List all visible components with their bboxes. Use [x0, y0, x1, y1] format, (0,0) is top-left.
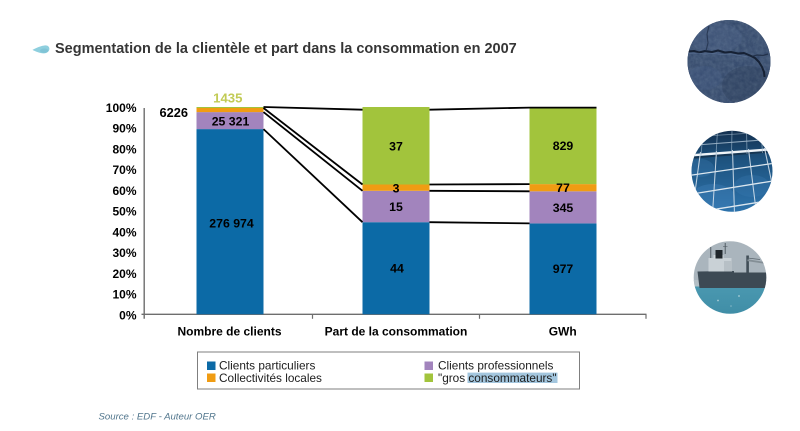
svg-text:10%: 10% [112, 288, 136, 302]
svg-text:50%: 50% [112, 205, 136, 219]
svg-text:Clients professionnels: Clients professionnels [438, 359, 554, 373]
svg-text:60%: 60% [112, 184, 136, 198]
svg-text:30%: 30% [112, 246, 136, 260]
svg-text:20%: 20% [112, 267, 136, 281]
svg-text:77: 77 [556, 181, 570, 195]
svg-text:Segmentation de la clientèle e: Segmentation de la clientèle et part dan… [55, 41, 517, 57]
svg-text:44: 44 [390, 262, 404, 276]
svg-text:977: 977 [553, 262, 574, 276]
svg-text:Collectivités locales: Collectivités locales [219, 371, 322, 385]
svg-text:70%: 70% [112, 163, 136, 177]
svg-text:1435: 1435 [213, 91, 242, 106]
svg-text:829: 829 [553, 139, 574, 153]
svg-text:3: 3 [393, 181, 400, 195]
svg-text:345: 345 [553, 201, 574, 215]
svg-text:Clients particuliers: Clients particuliers [219, 359, 315, 373]
svg-text:25 321: 25 321 [212, 115, 250, 129]
svg-text:Source : EDF - Auteur OER: Source : EDF - Auteur OER [99, 412, 216, 423]
svg-text:90%: 90% [112, 122, 136, 136]
svg-text:Nombre de clients: Nombre de clients [177, 325, 281, 339]
svg-text:276 974: 276 974 [209, 217, 254, 231]
svg-text:Part de la consommation: Part de la consommation [325, 325, 468, 339]
svg-text:15: 15 [389, 200, 403, 214]
svg-text:37: 37 [389, 139, 403, 153]
svg-text:"gros consommateurs": "gros consommateurs" [438, 371, 557, 385]
svg-text:GWh: GWh [549, 325, 577, 339]
svg-text:0%: 0% [119, 308, 137, 322]
svg-text:6226: 6226 [160, 105, 188, 120]
svg-text:80%: 80% [112, 143, 136, 157]
svg-text:40%: 40% [112, 225, 136, 239]
svg-text:100%: 100% [106, 101, 137, 115]
